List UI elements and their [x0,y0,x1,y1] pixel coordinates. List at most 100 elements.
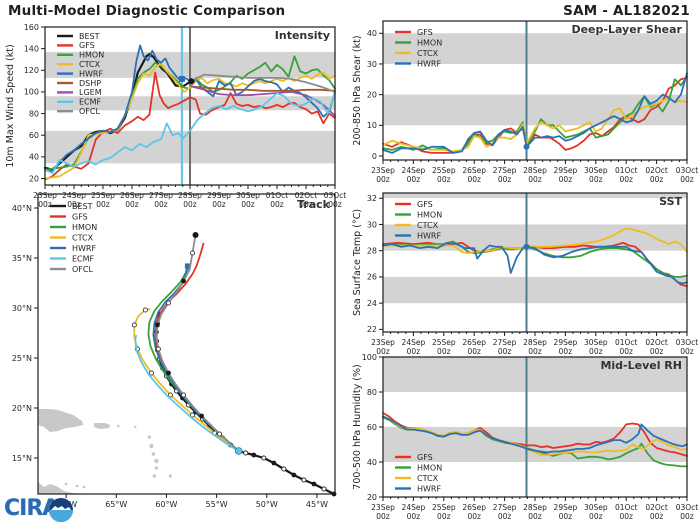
cira-logo: CIRA [2,494,80,524]
svg-text:GFS: GFS [417,28,433,37]
svg-text:03Oct: 03Oct [676,503,699,512]
track-line-hwrf [152,265,240,452]
svg-text:30: 30 [367,220,377,229]
svg-text:CTCX: CTCX [79,60,101,69]
current-position-dot [234,447,243,455]
svg-text:00z: 00z [299,200,313,209]
svg-text:30Sep: 30Sep [584,338,608,347]
svg-text:GFS: GFS [417,200,433,209]
series-marker [188,78,195,85]
svg-text:00z: 00z [125,200,139,209]
svg-text:SST: SST [659,195,682,208]
svg-text:80: 80 [29,109,39,118]
category-band [383,193,687,199]
svg-text:00z: 00z [589,347,603,356]
svg-text:00z: 00z [680,175,694,184]
svg-text:00z: 00z [67,200,81,209]
page-title: Multi-Model Diagnostic Comparison [8,3,286,19]
svg-text:00z: 00z [650,175,664,184]
svg-text:28Sep: 28Sep [523,503,547,512]
svg-text:00z: 00z [619,347,633,356]
svg-text:00z: 00z [680,512,694,521]
svg-text:27Sep: 27Sep [493,338,517,347]
sst-series-ctcx [382,227,688,255]
svg-text:23Sep: 23Sep [371,166,395,175]
svg-text:HMON: HMON [79,51,104,60]
svg-text:02Oct: 02Oct [645,338,668,347]
svg-text:00z: 00z [680,347,694,356]
svg-text:02Oct: 02Oct [645,503,668,512]
island [147,435,152,439]
rh-chart: 2040608010023Sep00z24Sep00z25Sep00z26Sep… [352,353,698,521]
svg-text:Intensity: Intensity [275,29,330,42]
svg-text:29Sep: 29Sep [554,166,578,175]
svg-text:60: 60 [29,131,39,140]
sst-chart: 22242628303223Sep00z24Sep00z25Sep00z26Se… [352,192,698,356]
svg-text:DSHP: DSHP [79,79,101,88]
island [82,485,86,489]
svg-text:HMON: HMON [417,210,442,219]
svg-text:00z: 00z [619,512,633,521]
svg-text:30Sep: 30Sep [584,166,608,175]
svg-text:28Sep: 28Sep [523,338,547,347]
landmass [94,423,111,429]
svg-text:25Sep: 25Sep [91,191,115,200]
svg-text:40: 40 [367,29,377,38]
svg-text:30Sep: 30Sep [236,191,260,200]
svg-text:55°W: 55°W [206,500,228,509]
svg-text:00z: 00z [241,200,255,209]
svg-text:35°N: 35°N [12,254,32,263]
svg-text:50°W: 50°W [256,500,278,509]
island [151,452,156,456]
svg-text:23Sep: 23Sep [371,338,395,347]
svg-text:ECMF: ECMF [72,254,95,263]
svg-text:60: 60 [367,423,377,432]
svg-text:00z: 00z [270,200,284,209]
svg-text:HWRF: HWRF [79,69,103,78]
svg-text:25Sep: 25Sep [432,338,456,347]
svg-text:HMON: HMON [417,38,442,47]
category-band [383,33,687,64]
svg-text:00z: 00z [589,512,603,521]
svg-text:80: 80 [367,388,377,397]
svg-text:28Sep: 28Sep [178,191,202,200]
svg-text:60°W: 60°W [155,500,177,509]
category-band [383,276,687,304]
svg-text:28Sep: 28Sep [523,166,547,175]
category-band [383,357,687,392]
svg-text:100: 100 [24,88,39,97]
svg-text:10: 10 [367,121,377,130]
rh-series-hwrf [382,415,688,454]
shear-series-ctcx [382,96,688,153]
svg-text:40°N: 40°N [12,204,32,213]
intensity-series-dshp [190,85,336,92]
svg-text:00z: 00z [559,347,573,356]
track-line-ecmf [134,334,240,452]
svg-text:20: 20 [367,493,377,502]
svg-text:23Sep: 23Sep [371,503,395,512]
svg-text:ECMF: ECMF [79,98,102,107]
svg-text:20: 20 [29,174,39,183]
svg-text:24Sep: 24Sep [402,338,426,347]
series-marker [523,243,530,250]
svg-text:00z: 00z [559,512,573,521]
svg-text:23Sep: 23Sep [33,191,57,200]
svg-text:27Sep: 27Sep [493,503,517,512]
series-marker [178,75,185,82]
svg-text:CTCX: CTCX [417,221,439,230]
track-line-ctcx [133,308,240,452]
svg-text:20°N: 20°N [12,404,32,413]
svg-text:24Sep: 24Sep [62,191,86,200]
svg-text:HWRF: HWRF [72,244,96,253]
svg-text:30Sep: 30Sep [584,503,608,512]
intensity-series-ecmf [44,92,336,175]
svg-text:LGEM: LGEM [79,88,102,97]
svg-text:CTCX: CTCX [417,49,439,58]
svg-text:140: 140 [24,44,39,53]
svg-text:01Oct: 01Oct [615,338,638,347]
svg-text:27Sep: 27Sep [149,191,173,200]
intensity-series-ofcl [190,73,336,93]
svg-text:26: 26 [367,273,377,282]
svg-text:26Sep: 26Sep [120,191,144,200]
